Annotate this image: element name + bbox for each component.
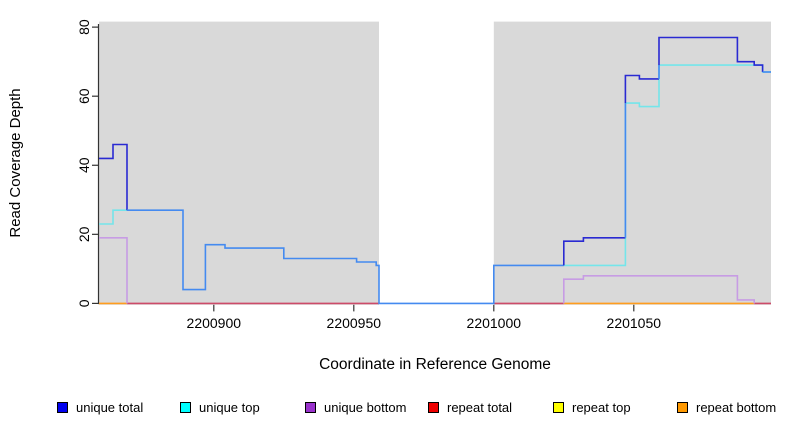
series-lines-layer bbox=[99, 36, 771, 305]
series-path-unique-total-dark-peak1 bbox=[624, 74, 659, 104]
coverage-chart: 0 20 40 60 80 2200900 2200950 2201000 2201050 Re… bbox=[7, 19, 771, 373]
legend-swatch-unique-total bbox=[57, 401, 68, 413]
legend-label: repeat total bbox=[447, 399, 513, 415]
series-path-unique-total-dark-left bbox=[99, 143, 128, 211]
plot-bg-segment-0 bbox=[99, 21, 379, 305]
y-axis-title: Read Coverage Depth bbox=[7, 88, 24, 237]
series-path-unique-bottom-right bbox=[562, 274, 756, 304]
series-path-unique-total-dark-step bbox=[562, 237, 626, 266]
legend-swatch-repeat-top bbox=[553, 401, 564, 413]
legend-swatch-repeat-total bbox=[428, 401, 439, 413]
x-tick-label: 2201050 bbox=[607, 315, 662, 331]
y-tick-label: 20 bbox=[76, 226, 92, 242]
legend-label: unique total bbox=[76, 399, 144, 415]
series-path-unique-total-overlap-mid bbox=[127, 209, 564, 305]
legend-label: repeat bottom bbox=[696, 399, 777, 415]
series-path-unique-bottom-left bbox=[99, 237, 128, 304]
y-tick-label: 0 bbox=[76, 299, 92, 307]
legend-item-unique-top: unique top bbox=[180, 399, 260, 415]
axis-layer: 0 20 40 60 80 2200900 2200950 2201000 2201050 bbox=[76, 19, 661, 331]
legend-item-repeat-top: repeat top bbox=[553, 399, 631, 415]
plot-bg-segment-1 bbox=[493, 21, 771, 305]
legend-item-repeat-total: repeat total bbox=[428, 399, 512, 415]
y-tick-label: 60 bbox=[76, 88, 92, 104]
legend-swatch-unique-top bbox=[180, 401, 191, 413]
legend-item-repeat-bottom: repeat bottom bbox=[677, 399, 776, 415]
legend-label: repeat top bbox=[572, 399, 631, 415]
legend-swatch-unique-bottom bbox=[305, 401, 316, 413]
legend-label: unique bottom bbox=[324, 399, 407, 415]
y-tick-label: 80 bbox=[76, 19, 92, 35]
x-tick-label: 2200950 bbox=[327, 315, 382, 331]
legend-item-unique-bottom: unique bottom bbox=[305, 399, 406, 415]
y-tick-label: 40 bbox=[76, 157, 92, 173]
series-path-unique-top-left bbox=[99, 209, 127, 225]
series-path-unique-total-dark-peak2 bbox=[658, 36, 764, 72]
x-axis-title: Coordinate in Reference Genome bbox=[319, 356, 551, 373]
plot-background-layer bbox=[99, 21, 771, 305]
x-tick-label: 2201000 bbox=[467, 315, 522, 331]
legend-item-unique-total: unique total bbox=[57, 399, 143, 415]
x-tick-label: 2200900 bbox=[187, 315, 242, 331]
legend-swatch-repeat-bottom bbox=[677, 401, 688, 413]
legend-label: unique top bbox=[199, 399, 260, 415]
